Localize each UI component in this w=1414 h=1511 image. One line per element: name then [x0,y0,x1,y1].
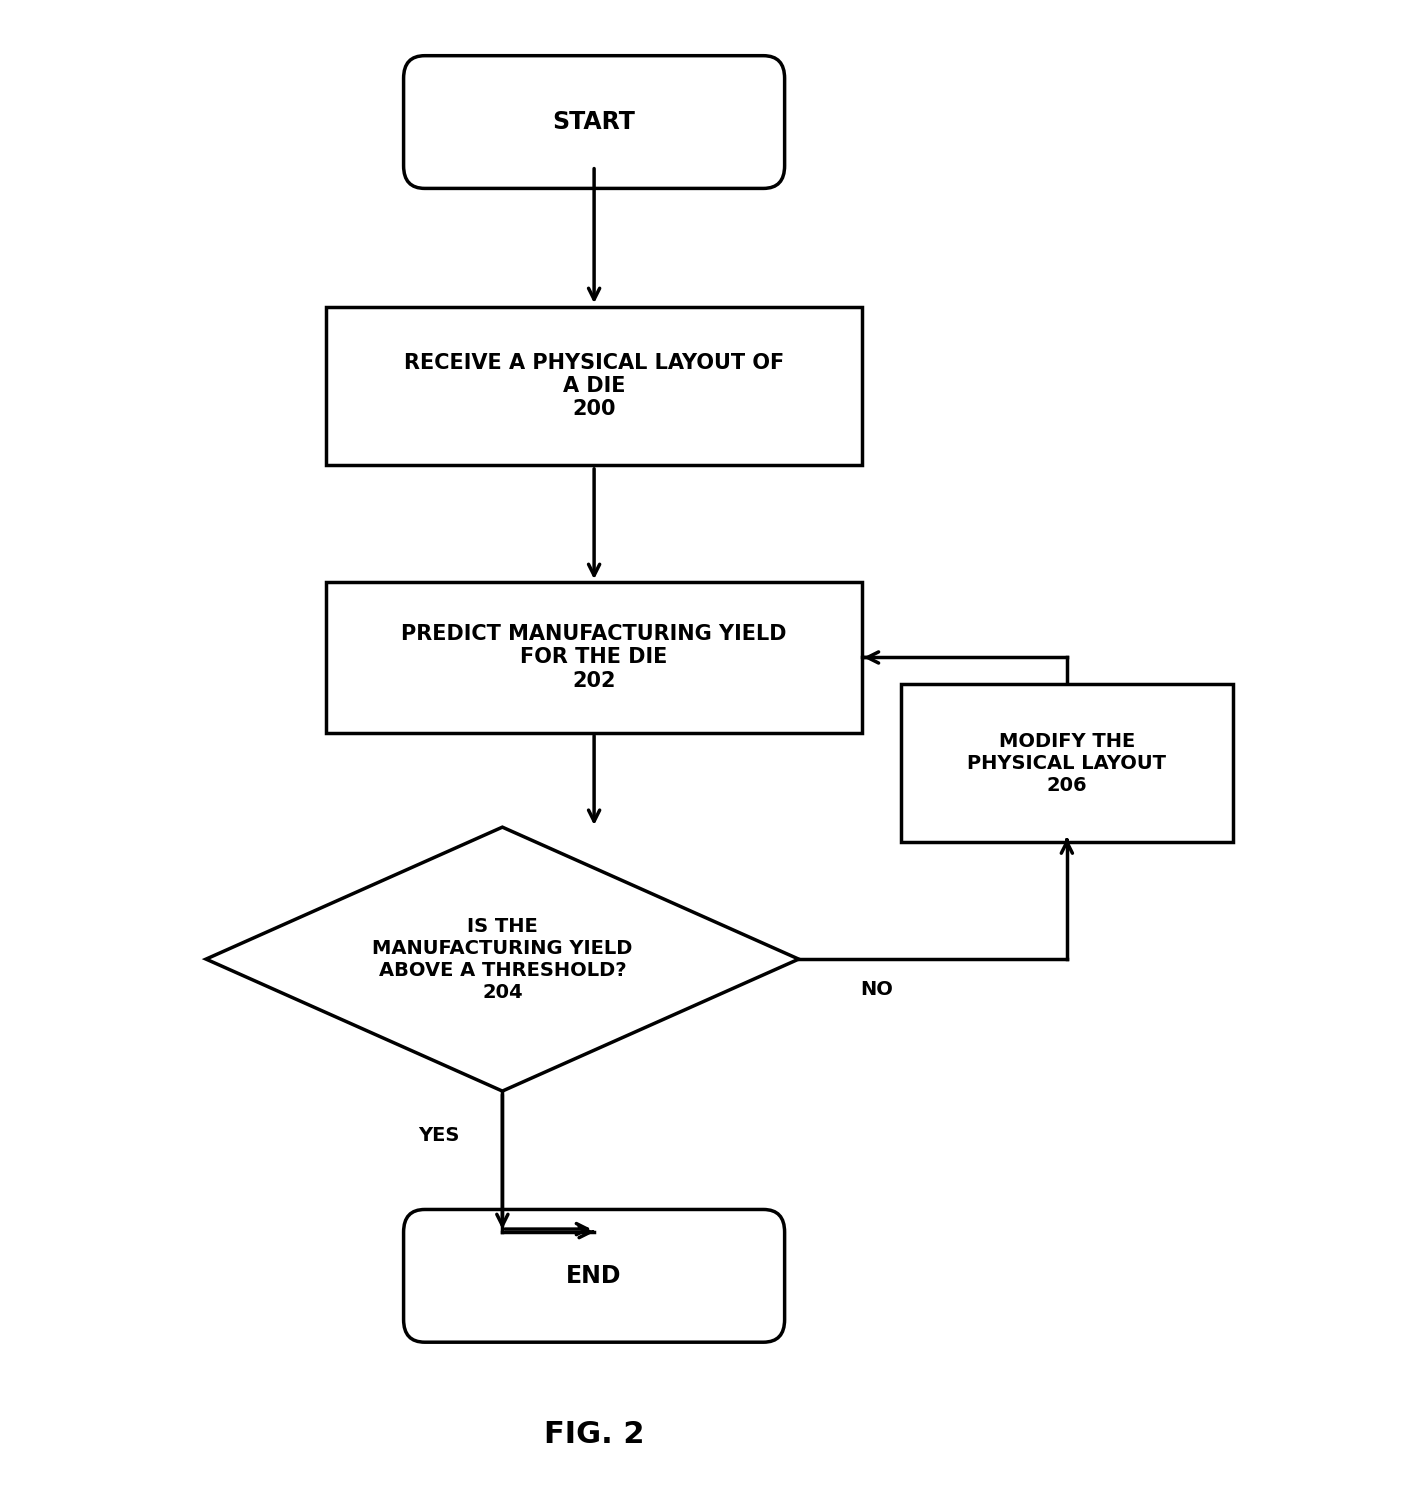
FancyBboxPatch shape [403,56,785,189]
Text: IS THE
MANUFACTURING YIELD
ABOVE A THRESHOLD?
204: IS THE MANUFACTURING YIELD ABOVE A THRES… [372,917,632,1002]
Text: FIG. 2: FIG. 2 [544,1420,645,1449]
Text: RECEIVE A PHYSICAL LAYOUT OF
A DIE
200: RECEIVE A PHYSICAL LAYOUT OF A DIE 200 [404,352,785,419]
FancyBboxPatch shape [403,1209,785,1342]
Text: YES: YES [419,1126,460,1145]
Text: MODIFY THE
PHYSICAL LAYOUT
206: MODIFY THE PHYSICAL LAYOUT 206 [967,731,1167,795]
Bar [901,684,1233,842]
Bar [327,582,863,733]
Polygon shape [206,827,799,1091]
Text: END: END [567,1263,622,1287]
Bar [327,307,863,465]
Text: NO: NO [860,979,892,999]
Text: START: START [553,110,635,134]
Text: PREDICT MANUFACTURING YIELD
FOR THE DIE
202: PREDICT MANUFACTURING YIELD FOR THE DIE … [402,624,786,691]
